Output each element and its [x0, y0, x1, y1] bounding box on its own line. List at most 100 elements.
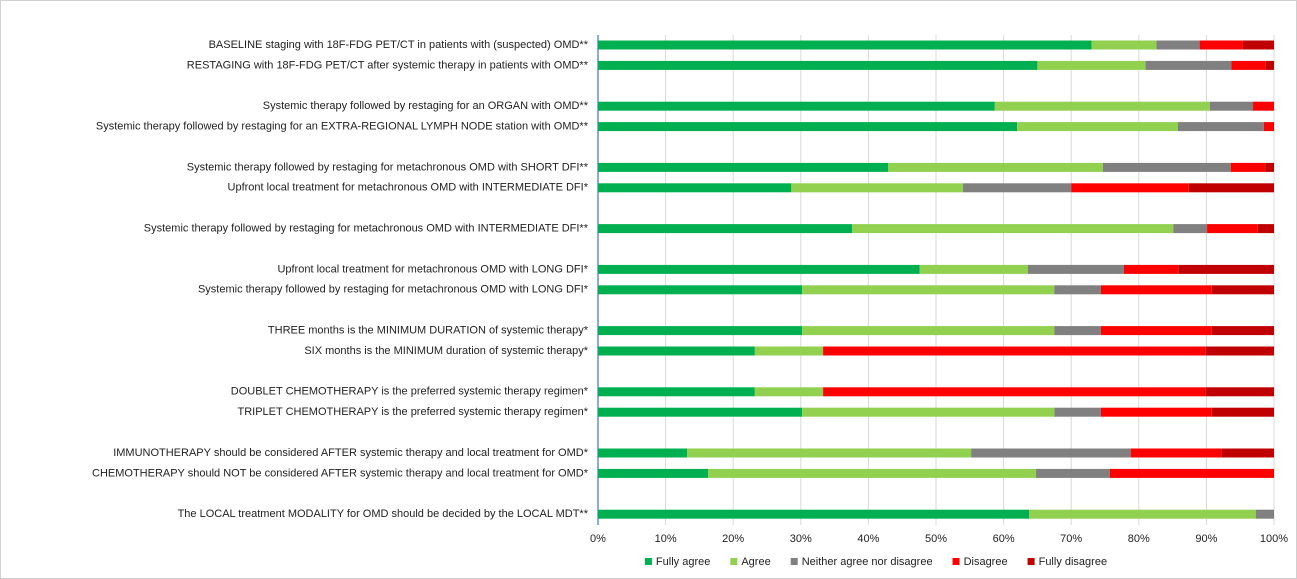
bar-segment: [1156, 40, 1200, 50]
x-tick-label: 60%: [993, 533, 1015, 545]
bar-segment: [1255, 509, 1274, 519]
bar-segment: [598, 40, 1092, 50]
bar-segment: [1109, 468, 1274, 478]
bar-segment: [1054, 326, 1101, 336]
bar-segment: [754, 346, 824, 356]
bar-segment: [1221, 448, 1274, 458]
bar-segment: [1205, 346, 1274, 356]
y-tick-label: The LOCAL treatment MODALITY for OMD sho…: [178, 508, 589, 520]
legend-label: Disagree: [964, 556, 1008, 568]
bar-segment: [1130, 448, 1222, 458]
bar-segment: [1230, 162, 1266, 172]
bar-segment: [823, 387, 1206, 397]
bar-segment: [1199, 40, 1243, 50]
bar-segment: [598, 285, 803, 295]
bar-segment: [1253, 101, 1274, 111]
bar-segment: [1027, 264, 1124, 274]
bar-segment: [963, 183, 1072, 193]
y-tick-label: BASELINE staging with 18F-FDG PET/CT in …: [209, 39, 589, 51]
bar-segment: [687, 448, 972, 458]
bar-segment: [1211, 326, 1274, 336]
x-tick-label: 0%: [590, 533, 606, 545]
bar-segment: [1211, 407, 1274, 417]
bar-segment: [598, 162, 889, 172]
bar-segment: [1071, 183, 1189, 193]
bar-segment: [1188, 183, 1274, 193]
x-tick-label: 70%: [1060, 533, 1082, 545]
x-tick-label: 90%: [1195, 533, 1217, 545]
y-tick-label: THREE months is the MINIMUM DURATION of …: [268, 325, 589, 337]
bar-segment: [1178, 122, 1264, 132]
legend-swatch: [1027, 558, 1035, 565]
bar-segment: [1257, 224, 1274, 234]
y-tick-label: Systemic therapy followed by restaging f…: [198, 284, 589, 296]
bar-segment: [598, 122, 1018, 132]
y-tick-label: Systemic therapy followed by restaging f…: [187, 161, 589, 173]
bar-segment: [1207, 224, 1258, 234]
bar-segment: [852, 224, 1174, 234]
y-tick-label: Systemic therapy followed by restaging f…: [96, 121, 589, 133]
bar-segment: [1036, 468, 1110, 478]
bar-segment: [971, 448, 1131, 458]
y-tick-label: SIX months is the MINIMUM duration of sy…: [304, 345, 588, 357]
legend-label: Fully disagree: [1039, 556, 1107, 568]
legend-swatch: [730, 558, 738, 565]
bar-segment: [802, 285, 1055, 295]
y-tick-label: DOUBLET CHEMOTHERAPY is the preferred sy…: [231, 386, 589, 398]
bar-segment: [1265, 162, 1274, 172]
y-tick-label: Systemic therapy followed by restaging f…: [144, 223, 589, 235]
bar-segment: [1100, 407, 1212, 417]
bar-segment: [1054, 285, 1101, 295]
bar-segment: [802, 407, 1055, 417]
y-tick-label: RESTAGING with 18F-FDG PET/CT after syst…: [187, 59, 589, 71]
bar-segment: [598, 468, 709, 478]
bar-segment: [1091, 40, 1157, 50]
bar-segment: [1100, 326, 1212, 336]
bar-segment: [823, 346, 1206, 356]
bar-segment: [598, 509, 1030, 519]
bar-segment: [598, 326, 803, 336]
y-tick-label: Systemic therapy followed by restaging f…: [263, 100, 589, 112]
bar-segment: [1209, 101, 1254, 111]
bar-segment: [598, 346, 755, 356]
bar-segment: [754, 387, 824, 397]
y-tick-label: IMMUNOTHERAPY should be considered AFTER…: [113, 447, 589, 459]
bar-segment: [1100, 285, 1212, 295]
legend-swatch: [644, 558, 652, 565]
bar-segment: [994, 101, 1210, 111]
bar-segment: [919, 264, 1028, 274]
bar-segment: [791, 183, 964, 193]
legend-swatch: [790, 558, 798, 565]
bar-segment: [598, 407, 803, 417]
bar-segment: [598, 224, 853, 234]
bar-segment: [1231, 60, 1266, 70]
y-tick-label: TRIPLET CHEMOTHERAPY is the preferred sy…: [238, 406, 589, 418]
x-tick-label: 20%: [722, 533, 744, 545]
bar-segment: [1211, 285, 1274, 295]
x-tick-label: 30%: [790, 533, 812, 545]
bar-segment: [802, 326, 1055, 336]
bar-segment: [1029, 509, 1256, 519]
bar-segment: [1017, 122, 1179, 132]
x-tick-label: 100%: [1260, 533, 1288, 545]
legend-label: Agree: [741, 556, 770, 568]
x-tick-label: 50%: [925, 533, 947, 545]
y-tick-label: Upfront local treatment for metachronous…: [228, 182, 589, 194]
bar-segment: [598, 448, 688, 458]
bar-segment: [708, 468, 1037, 478]
bar-segment: [888, 162, 1103, 172]
x-tick-label: 80%: [1128, 533, 1150, 545]
bar-segment: [1173, 224, 1208, 234]
bar-segment: [598, 183, 792, 193]
legend-swatch: [952, 558, 960, 565]
y-tick-label: CHEMOTHERAPY should NOT be considered AF…: [92, 467, 589, 479]
bar-segment: [1054, 407, 1101, 417]
legend-label: Neither agree nor disagree: [802, 556, 933, 568]
x-tick-label: 40%: [857, 533, 879, 545]
x-tick-label: 10%: [655, 533, 677, 545]
bar-segment: [1102, 162, 1231, 172]
bar-segment: [1263, 122, 1274, 132]
bar-segment: [598, 387, 755, 397]
bar-segment: [1123, 264, 1179, 274]
